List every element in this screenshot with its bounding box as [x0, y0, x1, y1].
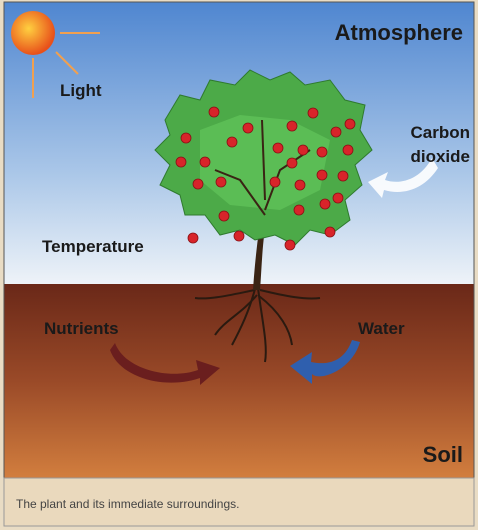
soil-label: Soil	[423, 442, 463, 467]
co2-label-line: dioxide	[410, 147, 470, 166]
light-label: Light	[60, 81, 102, 100]
co2-arrow	[368, 158, 438, 198]
temperature-label: Temperature	[42, 237, 144, 256]
caption-band	[3, 477, 475, 527]
atmosphere-label: Atmosphere	[335, 20, 463, 45]
water-arrow	[290, 340, 360, 384]
sun	[11, 11, 100, 98]
nutrients-label: Nutrients	[44, 319, 119, 338]
soil-area	[4, 284, 474, 478]
co2-label-line: Carbon	[411, 123, 471, 142]
water-label: Water	[358, 319, 405, 338]
apples	[175, 106, 356, 251]
branches	[214, 119, 311, 216]
roots	[194, 284, 321, 363]
caption: The plant and its immediate surroundings…	[16, 497, 239, 511]
nutrients-arrow	[110, 343, 220, 385]
